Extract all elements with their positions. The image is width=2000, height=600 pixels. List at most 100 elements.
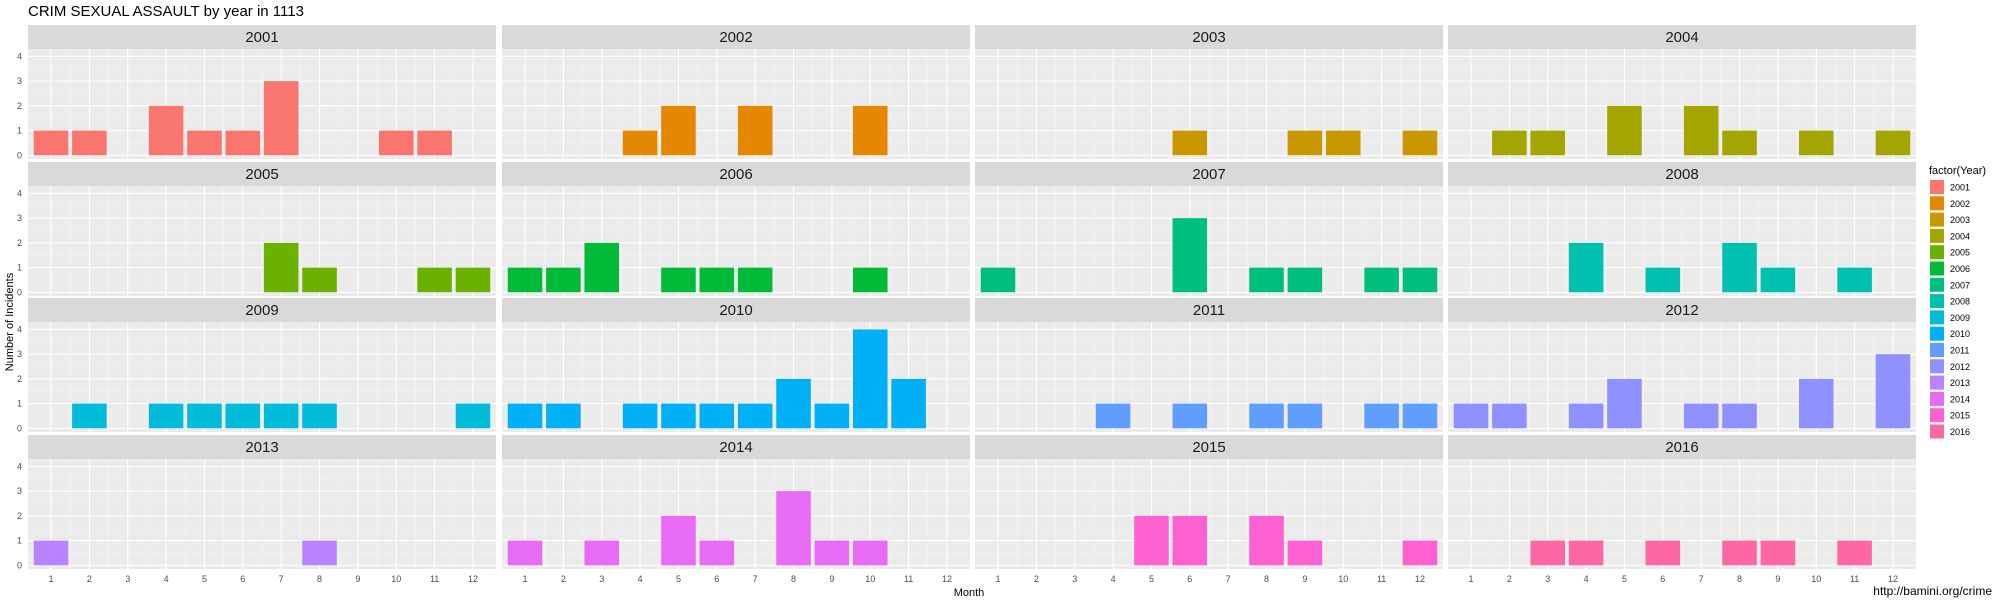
bar (1645, 540, 1681, 566)
legend-swatch (1930, 326, 1944, 341)
bar (1875, 354, 1911, 429)
facet-strip-label: 2006 (719, 166, 752, 183)
bar (455, 403, 491, 429)
legend: factor(Year) 2001 2002 2003 2004 2005 2006 200… (1929, 165, 1986, 439)
y-tick-label: 3 (17, 213, 22, 223)
facet-panel: 2008 (1448, 162, 1916, 296)
bar (302, 403, 337, 429)
chart-title: CRIM SEXUAL ASSAULT by year in 1113 (28, 3, 304, 20)
legend-item: 2007 (1930, 277, 1970, 292)
bar (1607, 378, 1642, 429)
bar (1607, 105, 1642, 156)
x-tick-label: 1 (49, 574, 54, 584)
bar (187, 130, 222, 156)
bar (584, 540, 619, 566)
legend-label: 2015 (1950, 411, 1970, 421)
x-tick-label: 8 (317, 574, 322, 584)
bar (1402, 403, 1438, 429)
bar (1402, 540, 1438, 566)
legend-label: 2007 (1950, 280, 1970, 290)
x-tick-label: 11 (904, 574, 913, 584)
bar (1875, 130, 1911, 156)
bar (1722, 130, 1757, 156)
facet-panel: 2010 (502, 298, 970, 432)
bar (1530, 540, 1565, 566)
bar (737, 403, 773, 429)
bar (546, 267, 581, 293)
y-tick-label: 4 (17, 51, 22, 61)
bar (853, 329, 888, 429)
bar (1837, 267, 1872, 293)
legend-swatch (1930, 408, 1944, 423)
y-tick-label: 3 (17, 349, 22, 359)
legend-item: 2004 (1930, 228, 1970, 243)
legend-label: 2008 (1950, 297, 1970, 307)
legend-label: 2005 (1950, 248, 1970, 258)
bar (1402, 267, 1438, 293)
x-tick-label: 1 (523, 574, 528, 584)
legend-label: 2006 (1950, 264, 1970, 274)
facet-strip (28, 25, 496, 49)
bar (622, 130, 658, 156)
x-tick-label: 4 (638, 574, 643, 584)
bar (1683, 403, 1719, 429)
bar (1722, 540, 1757, 566)
facet-panel: 2007 (975, 162, 1443, 296)
bar (1287, 540, 1323, 566)
facet-strip-label: 2009 (245, 302, 278, 319)
legend-swatch (1930, 391, 1944, 406)
legend-label: 2013 (1950, 378, 1970, 388)
bar (699, 267, 735, 293)
bar (507, 540, 543, 566)
bar (814, 403, 850, 429)
y-tick-label: 2 (17, 374, 22, 384)
x-tick-label: 8 (1264, 574, 1269, 584)
x-tick-label: 3 (599, 574, 604, 584)
facet-strip (28, 435, 496, 459)
x-tick-label: 6 (714, 574, 719, 584)
x-tick-label: 1 (996, 574, 1001, 584)
bar (225, 130, 261, 156)
caption: http://bamini.org/crime (1873, 584, 1992, 598)
bar (1568, 540, 1604, 566)
y-tick-label: 0 (17, 560, 22, 570)
legend-swatch (1930, 180, 1944, 194)
bar (1364, 403, 1399, 429)
x-tick-label: 5 (202, 574, 207, 584)
bar (661, 515, 696, 566)
facet-strip-label: 2007 (1192, 166, 1225, 183)
legend-swatch (1930, 343, 1944, 357)
bar (33, 130, 69, 156)
bar (1249, 267, 1284, 293)
legend-item: 2008 (1930, 294, 1970, 309)
x-tick-label: 12 (1415, 574, 1425, 584)
facet-panel: 2011 (975, 298, 1443, 432)
bar (379, 130, 414, 156)
bar (737, 105, 773, 156)
x-tick-label: 9 (355, 574, 360, 584)
bar (891, 378, 926, 429)
x-tick-label: 7 (753, 574, 758, 584)
legend-item: 2002 (1930, 196, 1970, 211)
bar (1799, 378, 1834, 429)
bar (1492, 403, 1527, 429)
legend-label: 2012 (1950, 362, 1970, 372)
facet-strip-label: 2013 (245, 439, 278, 456)
bar (814, 540, 850, 566)
x-tick-label: 12 (1888, 574, 1898, 584)
x-tick-label: 2 (561, 574, 566, 584)
facet-strip-label: 2012 (1665, 302, 1698, 319)
bar (622, 403, 658, 429)
bar (1134, 515, 1169, 566)
x-tick-label: 7 (279, 574, 284, 584)
facet-strip-label: 2001 (245, 29, 278, 46)
bar (1172, 218, 1208, 293)
facet-strip-label: 2003 (1192, 29, 1225, 46)
y-tick-label: 4 (17, 188, 22, 198)
bar (1722, 403, 1757, 429)
x-tick-label: 10 (865, 574, 875, 584)
